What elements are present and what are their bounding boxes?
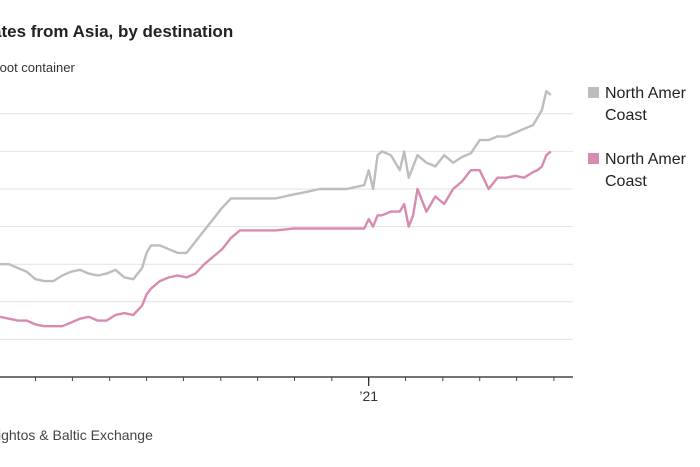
chart-title: ates from Asia, by destination [0,22,234,41]
legend-swatch-west [588,153,599,164]
chart-subtitle: foot container [0,60,75,75]
series-lines [0,90,552,328]
gridlines [0,113,573,378]
legend-item-east: North Amer Coast [588,83,700,127]
legend-item-west: North Amer Coast [588,149,700,193]
x-tick-label-0: ’21 [359,388,378,404]
legend-label-east: North Amer Coast [605,85,686,124]
legend-label-west: North Amer Coast [605,151,686,190]
series-line-0 [0,90,552,283]
series-line-1 [0,150,552,328]
x-axis-ticks: ’21 [35,377,555,404]
source-note: ightos & Baltic Exchange [0,427,153,443]
legend-swatch-east [588,87,599,98]
